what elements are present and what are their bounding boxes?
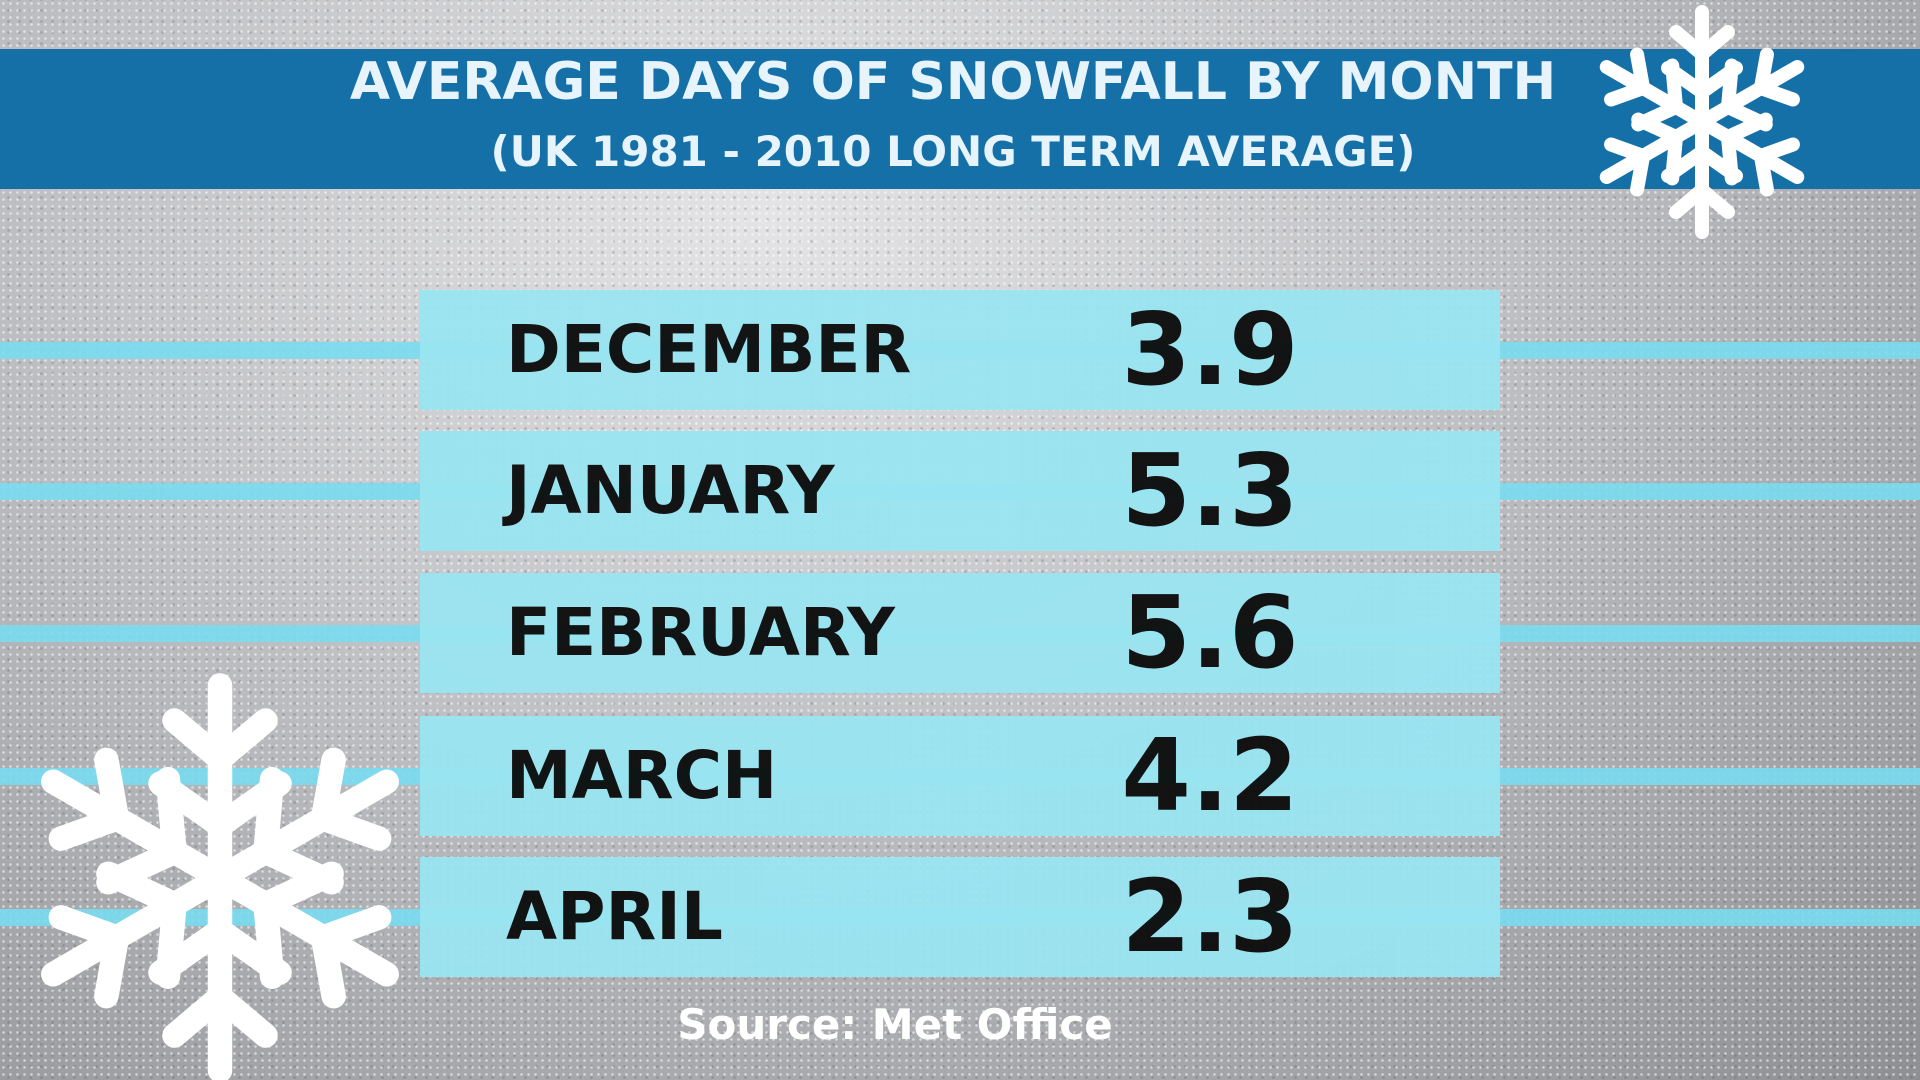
- table-row: JANUARY 5.3: [420, 431, 1500, 551]
- snowflake-icon: [10, 668, 430, 1080]
- header-band: [0, 49, 1920, 189]
- month-label: JANUARY: [506, 452, 835, 529]
- source: Source: Met Office: [677, 1000, 1113, 1049]
- subtitle: (UK 1981 - 2010 LONG TERM AVERAGE): [490, 127, 1416, 176]
- snow-days-value: 3.9: [1121, 291, 1299, 408]
- snow-days-value: 5.6: [1121, 574, 1299, 691]
- table-row: MARCH 4.2: [420, 716, 1500, 836]
- snow-days-value: 2.3: [1121, 858, 1299, 975]
- table-row: DECEMBER 3.9: [420, 290, 1500, 410]
- snow-days-value: 4.2: [1121, 717, 1299, 834]
- month-label: FEBRUARY: [506, 594, 895, 671]
- snow-days-value: 5.3: [1121, 432, 1299, 549]
- snowflake-icon: [1582, 2, 1822, 242]
- table-row: FEBRUARY 5.6: [420, 573, 1500, 693]
- month-label: APRIL: [506, 878, 723, 955]
- month-label: DECEMBER: [506, 311, 912, 388]
- month-label: MARCH: [506, 737, 778, 814]
- title: AVERAGE DAYS OF SNOWFALL BY MONTH: [349, 52, 1557, 112]
- table-row: APRIL 2.3: [420, 857, 1500, 977]
